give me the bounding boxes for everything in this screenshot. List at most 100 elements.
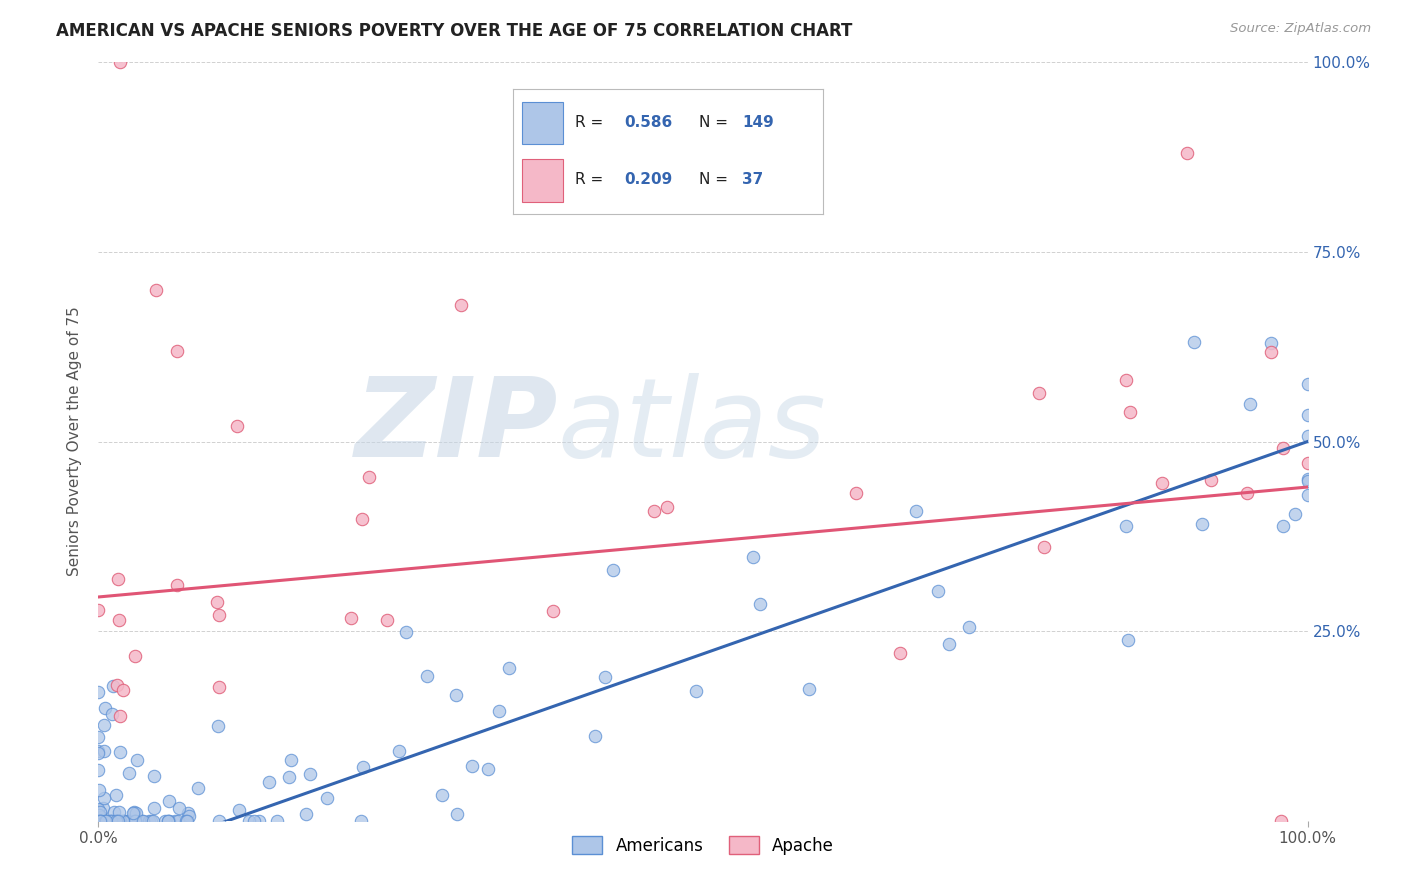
Point (103, 805, 125, 820)
Point (93, 814, 115, 828)
Text: N =: N = (699, 115, 733, 130)
Point (94, 814, 117, 828)
Point (226, 419, 249, 434)
Point (87, 807, 110, 822)
Point (1033, 540, 1056, 554)
Point (90, 810, 112, 824)
Point (87, 814, 110, 828)
Point (167, 801, 190, 815)
Point (266, 814, 288, 828)
Point (166, 577, 188, 591)
Point (89, 814, 111, 828)
Point (87, 814, 110, 828)
Point (488, 704, 510, 718)
Point (541, 604, 564, 618)
Point (927, 584, 949, 599)
Point (208, 607, 231, 622)
Point (1296, 487, 1319, 501)
Point (315, 791, 337, 805)
Y-axis label: Seniors Poverty Over the Age of 75: Seniors Poverty Over the Age of 75 (67, 307, 83, 576)
Point (430, 788, 453, 802)
Point (141, 814, 163, 828)
Point (87, 684, 110, 698)
Point (477, 762, 499, 776)
Point (845, 485, 868, 500)
Legend: Americans, Apache: Americans, Apache (565, 830, 841, 862)
Point (889, 646, 911, 660)
Point (179, 809, 201, 823)
Point (89, 814, 111, 828)
Point (352, 760, 374, 774)
Point (94, 814, 117, 828)
Point (93, 744, 115, 758)
Point (104, 814, 127, 828)
Point (87, 730, 110, 744)
Point (118, 765, 141, 780)
Point (799, 681, 821, 696)
Point (131, 814, 153, 828)
Point (375, 613, 398, 627)
Point (1296, 456, 1319, 470)
Point (1296, 472, 1319, 486)
Point (583, 729, 606, 743)
Text: Source: ZipAtlas.com: Source: ZipAtlas.com (1230, 22, 1371, 36)
Point (298, 767, 321, 781)
Point (1152, 475, 1174, 490)
Point (643, 504, 665, 518)
Point (114, 814, 136, 828)
Point (101, 707, 124, 722)
Point (446, 806, 468, 821)
Point (602, 563, 624, 577)
Point (87, 814, 110, 828)
Point (446, 688, 468, 702)
Point (350, 814, 373, 828)
Point (87, 764, 110, 778)
Point (110, 745, 132, 759)
Point (460, 759, 482, 773)
Point (156, 814, 179, 828)
Point (87, 814, 110, 828)
Point (593, 670, 616, 684)
Text: R =: R = (575, 171, 609, 186)
Point (100, 814, 122, 828)
Point (111, 682, 134, 697)
Point (163, 814, 186, 828)
Point (1175, 146, 1198, 161)
Point (1115, 373, 1137, 387)
Point (118, 814, 141, 828)
Point (205, 594, 228, 608)
Point (125, 753, 148, 767)
Point (157, 814, 180, 828)
Point (89, 814, 111, 828)
Point (280, 753, 302, 767)
Point (1272, 442, 1295, 456)
Point (742, 549, 765, 564)
Point (90, 814, 112, 828)
Point (93, 814, 115, 828)
Text: N =: N = (699, 171, 733, 186)
Point (257, 775, 280, 789)
Point (1191, 516, 1213, 531)
Text: 0.586: 0.586 (624, 115, 673, 130)
Point (89, 814, 111, 828)
Point (105, 814, 128, 828)
Point (395, 625, 418, 640)
Point (90, 814, 112, 828)
Point (87, 814, 110, 828)
Point (124, 649, 146, 664)
Point (87, 783, 110, 797)
Point (108, 55, 131, 70)
Point (100, 814, 122, 828)
Point (748, 597, 770, 611)
Point (238, 814, 260, 828)
Point (143, 801, 166, 815)
Point (166, 343, 188, 358)
FancyBboxPatch shape (523, 102, 562, 145)
Point (127, 814, 149, 828)
Point (87, 814, 110, 828)
Point (90, 814, 112, 828)
Point (1199, 473, 1222, 487)
Point (124, 814, 146, 828)
Point (153, 814, 176, 828)
Text: 149: 149 (742, 115, 773, 130)
